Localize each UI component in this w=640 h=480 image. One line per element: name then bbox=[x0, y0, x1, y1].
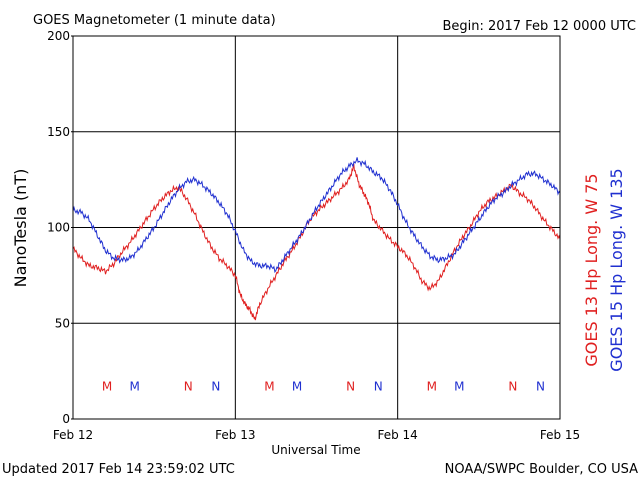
y-axis-label: NanoTesla (nT) bbox=[11, 169, 30, 288]
series-layer bbox=[72, 157, 561, 321]
annotation-m-8: M bbox=[427, 379, 437, 393]
chart-title: GOES Magnetometer (1 minute data) bbox=[33, 13, 276, 28]
x-axis-label: Universal Time bbox=[271, 443, 360, 457]
annotation-n-10: N bbox=[508, 379, 517, 393]
annotation-m-4: M bbox=[264, 379, 274, 393]
annotation-m-0: M bbox=[102, 379, 112, 393]
legend-goes15: GOES 15 Hp Long. W 135 bbox=[607, 168, 626, 371]
footer-credit: NOAA/SWPC Boulder, CO USA bbox=[445, 462, 638, 477]
x-tick-label-3: Feb 15 bbox=[540, 428, 580, 442]
x-tick-label-2: Feb 14 bbox=[377, 428, 417, 442]
grid-layer bbox=[73, 36, 560, 419]
annotation-n-6: N bbox=[346, 379, 355, 393]
y-tick-label-2: 100 bbox=[47, 221, 70, 235]
annotation-m-9: M bbox=[454, 379, 464, 393]
annotation-m-1: M bbox=[130, 379, 140, 393]
begin-label: Begin: 2017 Feb 12 0000 UTC bbox=[442, 19, 636, 34]
annotation-n-3: N bbox=[211, 379, 220, 393]
footer-updated: Updated 2017 Feb 14 23:59:02 UTC bbox=[2, 462, 235, 477]
legend-goes13: GOES 13 Hp Long. W 75 bbox=[582, 173, 601, 366]
x-tick-label-0: Feb 12 bbox=[53, 428, 93, 442]
y-tick-label-3: 150 bbox=[47, 125, 70, 139]
x-tick-label-1: Feb 13 bbox=[215, 428, 255, 442]
y-tick-labels: 0 50 100 150 200 bbox=[47, 29, 73, 426]
annotation-n-7: N bbox=[374, 379, 383, 393]
annotation-n-11: N bbox=[536, 379, 545, 393]
y-tick-label-1: 50 bbox=[55, 316, 70, 330]
series-line-0 bbox=[72, 163, 561, 321]
series-line-1 bbox=[72, 157, 561, 274]
y-tick-label-4: 200 bbox=[47, 29, 70, 43]
annotation-n-2: N bbox=[184, 379, 193, 393]
annotation-m-5: M bbox=[292, 379, 302, 393]
x-tick-labels: Feb 12 Feb 13 Feb 14 Feb 15 bbox=[53, 428, 580, 442]
y-tick-label-0: 0 bbox=[62, 412, 70, 426]
